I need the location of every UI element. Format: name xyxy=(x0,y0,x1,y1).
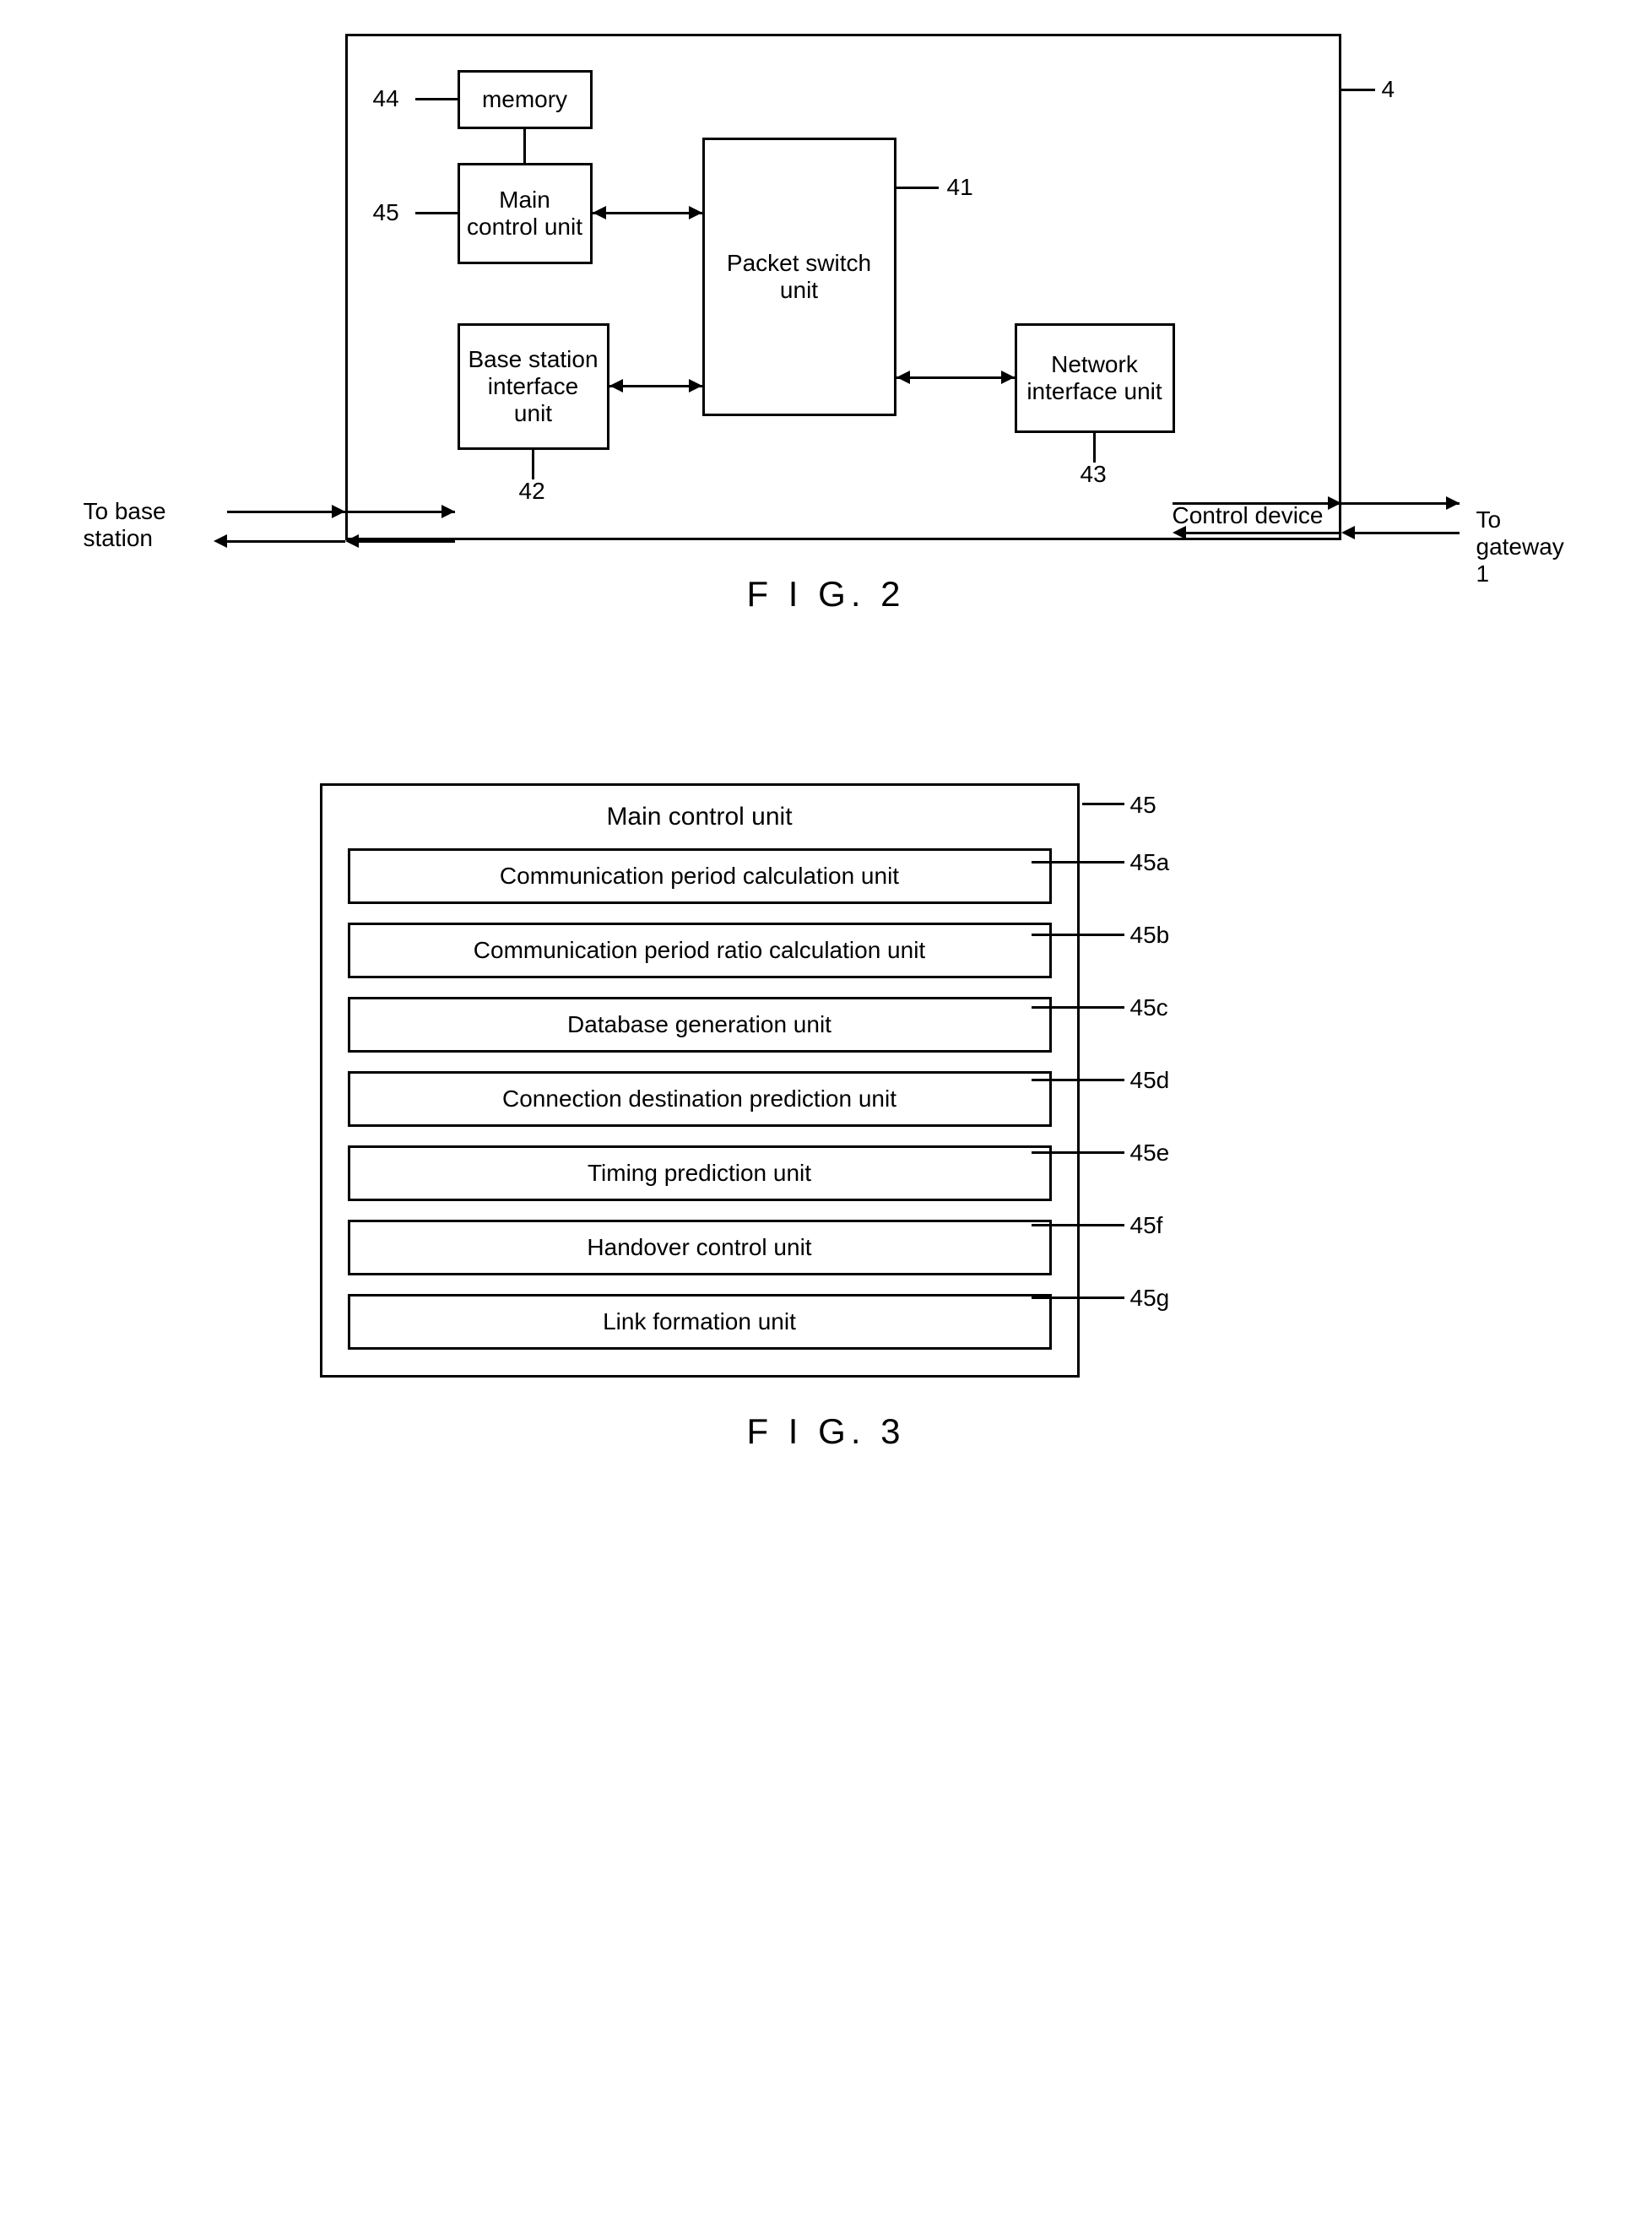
leader-45g xyxy=(1032,1297,1124,1299)
conn-pkt-net xyxy=(896,376,1015,379)
ref-45g: 45g xyxy=(1130,1285,1170,1312)
ref-45-outer: 45 xyxy=(1130,792,1156,819)
ref-4: 4 xyxy=(1382,76,1395,103)
ref-45d: 45d xyxy=(1130,1067,1170,1094)
fig3-title: Main control unit xyxy=(348,803,1052,831)
leader-45 xyxy=(415,212,458,214)
fig3-caption: F I G. 3 xyxy=(320,1411,1333,1452)
control-device-label: Control device xyxy=(1173,502,1324,529)
bs-interface-block: Base station interface unit xyxy=(458,323,609,450)
row-45e-text: Timing prediction unit xyxy=(588,1160,811,1186)
figure-3: Main control unit Communication period c… xyxy=(320,783,1333,1452)
row-45b: Communication period ratio calculation u… xyxy=(348,923,1052,978)
ext-right-text: To gateway 1 xyxy=(1476,506,1564,587)
control-device-box: memory Main control unit Packet switch u… xyxy=(345,34,1341,540)
main-control-unit-box: Main control unit Communication period c… xyxy=(320,783,1080,1378)
ref-45e: 45e xyxy=(1130,1140,1170,1167)
conn-memory-mcu xyxy=(523,129,526,163)
net-interface-text: Network interface unit xyxy=(1024,351,1166,405)
arrow-right-icon xyxy=(1001,371,1015,384)
packet-switch-text: Packet switch unit xyxy=(712,250,887,304)
row-45g: Link formation unit xyxy=(348,1294,1052,1350)
bs-interface-text: Base station interface unit xyxy=(467,346,600,427)
figure-2: memory Main control unit Packet switch u… xyxy=(193,34,1460,614)
row-45a: Communication period calculation unit xyxy=(348,848,1052,904)
arrow-right-icon xyxy=(332,505,345,518)
ext-right-arrow-2 xyxy=(1355,532,1460,534)
row-45c: Database generation unit xyxy=(348,997,1052,1053)
arrow-left-icon xyxy=(593,206,606,219)
row-45c-text: Database generation unit xyxy=(567,1011,831,1037)
ext-left-inner-2 xyxy=(359,540,455,543)
arrow-left-icon xyxy=(609,379,623,392)
main-control-text: Main control unit xyxy=(467,187,583,241)
row-45b-text: Communication period ratio calculation u… xyxy=(474,937,925,963)
ext-left-text: To base station xyxy=(84,498,219,552)
leader-41 xyxy=(896,187,939,189)
arrow-right-icon xyxy=(441,505,455,518)
leader-43 xyxy=(1093,433,1096,463)
ext-right-arrow-1 xyxy=(1341,502,1460,505)
ext-right-inner-2 xyxy=(1186,532,1341,534)
leader-45a xyxy=(1032,861,1124,863)
arrow-left-icon xyxy=(345,534,359,548)
arrow-left-icon xyxy=(896,371,910,384)
arrow-right-icon xyxy=(689,379,702,392)
memory-block: memory xyxy=(458,70,593,129)
ref-43: 43 xyxy=(1081,461,1107,488)
ref-45b: 45b xyxy=(1130,922,1170,949)
arrow-right-icon xyxy=(1446,496,1460,510)
row-45f-text: Handover control unit xyxy=(587,1234,811,1260)
leader-44 xyxy=(415,98,458,100)
ext-left-arrow-1 xyxy=(227,511,345,513)
row-45d-text: Connection destination prediction unit xyxy=(502,1085,896,1112)
ref-42: 42 xyxy=(519,478,545,505)
leader-4 xyxy=(1341,89,1375,91)
row-45e: Timing prediction unit xyxy=(348,1145,1052,1201)
ref-45: 45 xyxy=(373,199,399,226)
leader-42 xyxy=(532,450,534,479)
main-control-block: Main control unit xyxy=(458,163,593,264)
conn-mcu-pkt xyxy=(593,212,702,214)
ext-right-inner-1 xyxy=(1173,502,1341,505)
memory-text: memory xyxy=(482,86,567,113)
leader-45e xyxy=(1032,1151,1124,1154)
leader-45d xyxy=(1032,1079,1124,1081)
ref-45a: 45a xyxy=(1130,849,1170,876)
ext-left-arrow-2 xyxy=(227,540,345,543)
leader-45f xyxy=(1032,1224,1124,1226)
arrow-right-icon xyxy=(1328,496,1341,510)
row-45g-text: Link formation unit xyxy=(603,1308,796,1334)
ref-45f: 45f xyxy=(1130,1212,1163,1239)
leader-45-outer xyxy=(1082,803,1124,805)
ext-left-inner-1 xyxy=(345,511,455,513)
row-45f: Handover control unit xyxy=(348,1220,1052,1275)
ref-41: 41 xyxy=(947,174,973,201)
net-interface-block: Network interface unit xyxy=(1015,323,1175,433)
packet-switch-block: Packet switch unit xyxy=(702,138,896,416)
leader-45b xyxy=(1032,934,1124,936)
row-45a-text: Communication period calculation unit xyxy=(500,863,899,889)
fig2-caption: F I G. 2 xyxy=(193,574,1460,614)
leader-45c xyxy=(1032,1006,1124,1009)
ref-45c: 45c xyxy=(1130,994,1168,1021)
arrow-left-icon xyxy=(1341,526,1355,539)
row-45d: Connection destination prediction unit xyxy=(348,1071,1052,1127)
arrow-left-icon xyxy=(1173,526,1186,539)
ref-44: 44 xyxy=(373,85,399,112)
arrow-right-icon xyxy=(689,206,702,219)
